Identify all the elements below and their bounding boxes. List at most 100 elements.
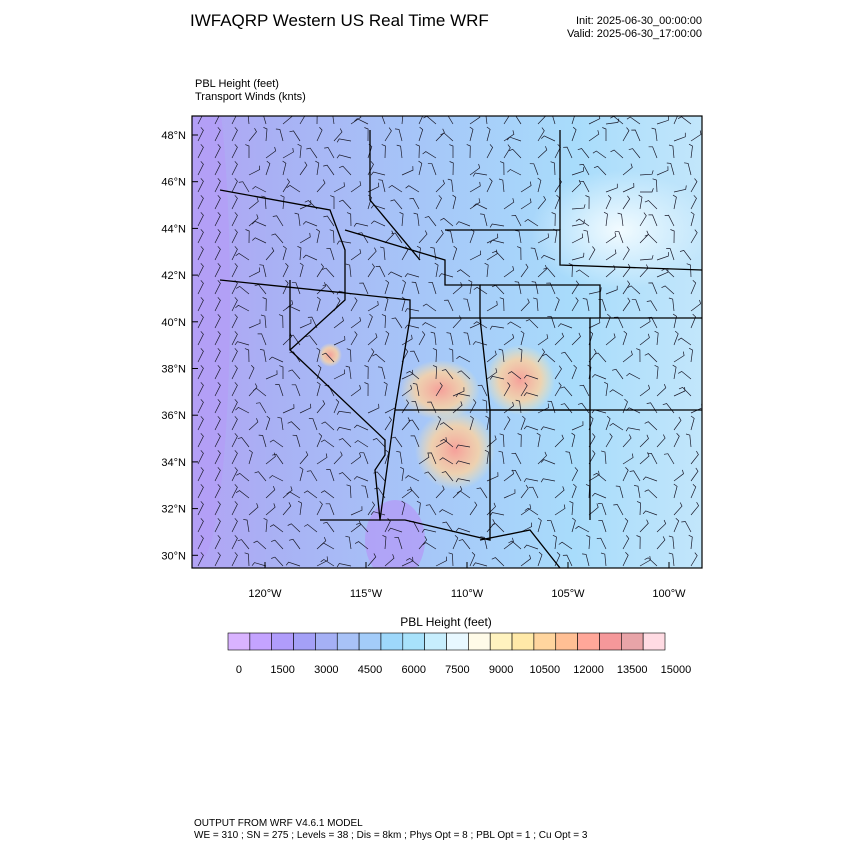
wind-barb — [489, 512, 505, 516]
wind-barb — [472, 562, 488, 567]
wind-barb — [440, 438, 454, 448]
wind-barb — [286, 491, 301, 499]
wind-barb — [554, 332, 565, 346]
wind-barb — [370, 171, 386, 176]
wind-barb — [231, 484, 238, 499]
wind-barb — [673, 330, 679, 346]
state-border — [480, 284, 601, 318]
title: IWFAQRP Western US Real Time WRF — [190, 11, 489, 30]
wind-barb — [622, 350, 633, 363]
wind-barb — [323, 164, 335, 176]
wind-barb — [639, 519, 649, 533]
wind-barb — [477, 384, 488, 397]
wind-barb — [517, 433, 522, 448]
wind-barb — [280, 194, 285, 210]
wind-barb — [486, 178, 493, 193]
wind-barb — [275, 128, 284, 142]
wind-barb — [498, 450, 505, 465]
state-border — [394, 317, 491, 411]
wind-barb — [257, 333, 267, 346]
wind-barb — [265, 415, 271, 431]
wind-barb — [600, 552, 607, 567]
wind-barb — [384, 230, 394, 244]
wind-barb — [622, 467, 629, 482]
wind-barb — [282, 486, 293, 499]
wind-barb — [503, 469, 515, 482]
wind-barb — [272, 453, 284, 465]
wind-barb — [520, 198, 532, 210]
wind-barb — [588, 348, 597, 363]
wind-barb — [299, 262, 304, 278]
wind-barb — [562, 554, 573, 567]
wind-barb — [686, 263, 692, 278]
wind-barb — [644, 234, 658, 244]
wind-barb — [270, 539, 284, 550]
wind-barb — [282, 404, 295, 414]
wind-barb — [391, 317, 403, 329]
wind-barb — [498, 178, 505, 193]
wind-barb — [569, 500, 574, 516]
wind-barb — [197, 144, 204, 159]
lat-label: 30°N — [161, 550, 186, 562]
wind-barb — [289, 538, 301, 550]
wind-barb — [536, 432, 541, 448]
wind-barb — [316, 364, 322, 380]
wind-barb — [605, 194, 612, 210]
wind-barb — [197, 280, 204, 295]
wind-barb — [457, 370, 471, 380]
wind-barb — [503, 198, 515, 210]
wind-barb — [452, 245, 458, 261]
wind-barb — [336, 426, 352, 431]
wind-barb — [473, 203, 488, 210]
wind-barb — [367, 553, 377, 567]
wind-barb — [588, 318, 601, 329]
wind-barb — [252, 237, 267, 244]
wind-barb — [690, 483, 697, 499]
wind-barb — [690, 229, 698, 244]
lat-label: 32°N — [161, 504, 186, 516]
wind-barb — [409, 198, 420, 210]
wind-barb — [615, 485, 624, 499]
wind-barb — [678, 370, 692, 380]
wind-barb — [387, 527, 403, 533]
wind-barb — [245, 144, 250, 158]
wind-barb — [558, 541, 573, 550]
wind-barb — [447, 178, 454, 193]
wind-barb — [197, 116, 203, 125]
wind-barb — [585, 195, 590, 210]
wind-barb — [489, 375, 505, 380]
wind-barb — [612, 368, 624, 380]
wind-barb — [666, 248, 675, 261]
wind-barb — [197, 331, 204, 346]
wind-barb — [654, 364, 659, 380]
wind-barb — [571, 167, 584, 176]
wind-barb — [326, 247, 335, 261]
wind-barb — [594, 352, 607, 363]
wind-barb — [498, 348, 505, 363]
wind-barb — [613, 316, 624, 329]
wind-barb — [291, 384, 301, 397]
wind-barb — [235, 252, 250, 261]
wind-barb — [401, 166, 414, 176]
wind-barb — [673, 185, 687, 193]
wind-barb — [688, 143, 693, 159]
wind-barb — [287, 523, 301, 533]
wind-barb — [214, 229, 221, 244]
lon-label: 115°W — [350, 588, 383, 600]
lon-label: 120°W — [248, 588, 282, 600]
shade — [485, 345, 555, 415]
wind-barb — [394, 536, 403, 550]
wind-barb — [408, 419, 420, 431]
wind-barb — [299, 403, 312, 414]
wind-barb — [401, 486, 413, 499]
wind-barb — [275, 384, 284, 397]
wind-barb — [639, 255, 654, 261]
wind-barb — [333, 398, 340, 414]
wind-barb — [323, 215, 335, 227]
wind-barb — [592, 150, 607, 159]
wind-barb — [412, 383, 420, 397]
wind-barb — [435, 229, 444, 244]
wind-barb — [322, 284, 335, 295]
wind-barb — [537, 334, 549, 346]
wind-barb — [652, 178, 658, 193]
